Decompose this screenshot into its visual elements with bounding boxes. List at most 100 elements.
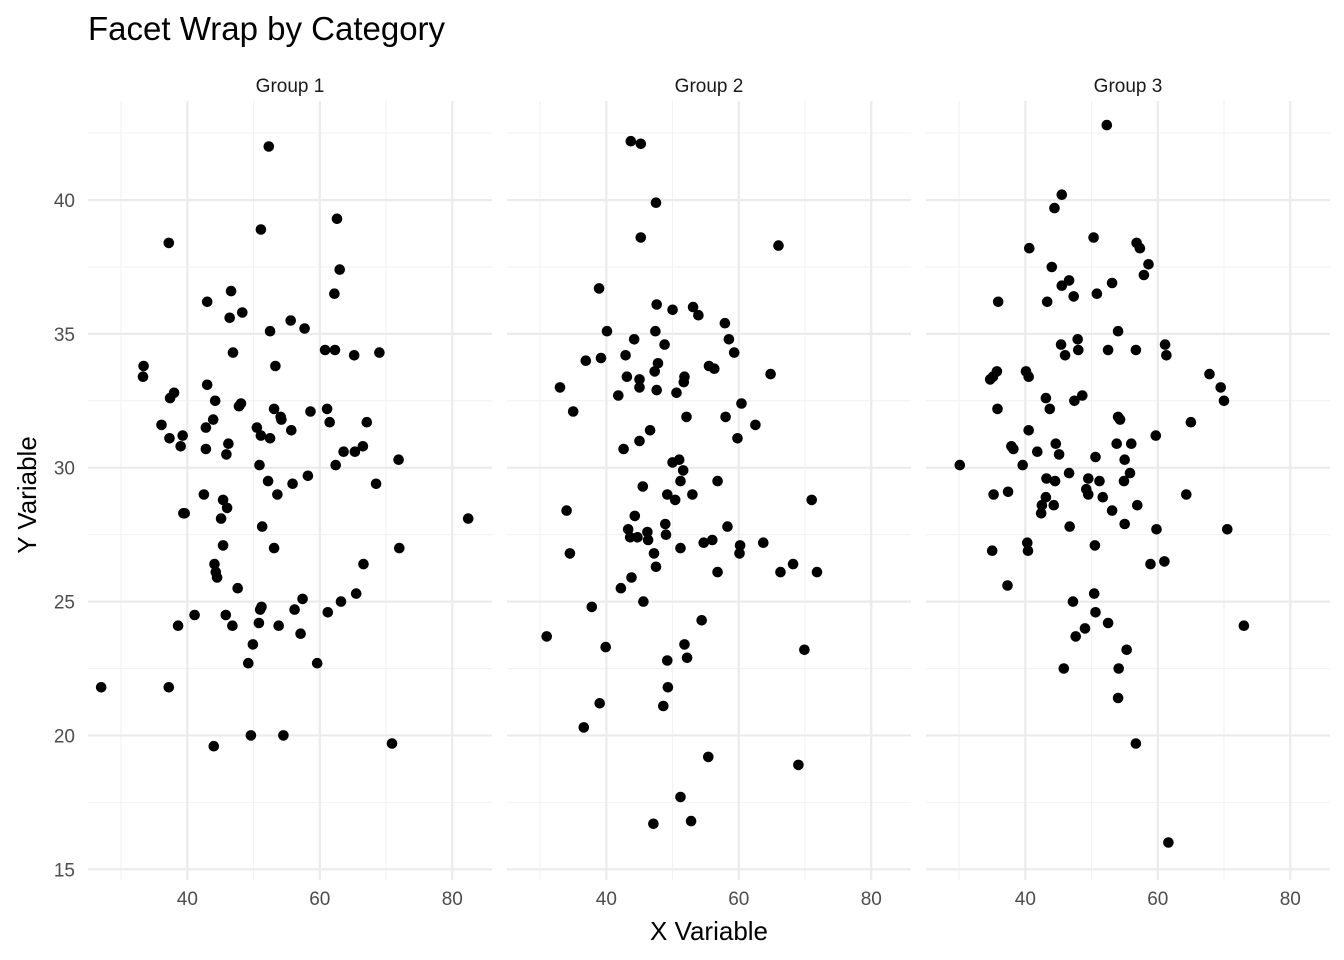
data-point: [660, 518, 671, 530]
data-point: [1050, 438, 1062, 450]
data-point: [720, 411, 731, 423]
data-point: [1090, 607, 1101, 618]
data-point: [1067, 596, 1079, 607]
data-point: [322, 607, 334, 618]
data-point: [1083, 489, 1094, 500]
data-point: [648, 548, 660, 559]
data-point: [625, 135, 637, 147]
data-point: [703, 751, 714, 763]
data-point: [1040, 392, 1052, 404]
y-tick-label: 15: [54, 860, 75, 881]
data-point: [1094, 475, 1105, 487]
data-point: [208, 740, 220, 752]
data-point: [215, 513, 227, 524]
data-point: [712, 566, 723, 578]
data-point: [311, 657, 323, 669]
data-point: [1035, 508, 1047, 519]
data-point: [675, 542, 686, 554]
data-point: [209, 395, 221, 407]
data-point: [1068, 291, 1079, 302]
data-point: [1041, 296, 1053, 308]
data-point: [350, 588, 362, 599]
data-point: [1002, 580, 1013, 591]
data-point: [624, 532, 636, 543]
data-point: [179, 508, 190, 519]
data-point: [1106, 505, 1118, 516]
data-point: [992, 296, 1004, 308]
data-point: [728, 347, 740, 358]
data-point: [1145, 558, 1156, 570]
data-point: [209, 558, 220, 570]
data-point: [156, 419, 167, 431]
data-point: [1023, 371, 1034, 383]
data-point: [564, 548, 576, 559]
data-point: [1238, 620, 1250, 631]
data-point: [651, 299, 662, 310]
data-point: [201, 379, 213, 391]
data-point: [811, 566, 823, 578]
data-point: [1102, 617, 1114, 629]
data-point: [734, 540, 746, 551]
data-point: [1097, 491, 1109, 503]
data-point: [1218, 395, 1230, 407]
data-point: [667, 457, 678, 468]
y-tick-label: 35: [54, 325, 75, 346]
data-point: [1049, 202, 1060, 214]
data-point: [330, 459, 342, 471]
x-tick-label: 40: [1015, 889, 1036, 910]
data-point: [1063, 275, 1075, 286]
data-point: [324, 416, 336, 428]
data-point: [650, 325, 661, 337]
data-point: [348, 350, 360, 361]
data-point: [593, 283, 605, 294]
data-point: [1090, 451, 1101, 463]
data-point: [1055, 339, 1067, 350]
data-point: [1032, 446, 1043, 458]
data-point: [554, 382, 566, 393]
data-point: [1002, 486, 1014, 498]
data-point: [1121, 644, 1132, 656]
data-point: [1159, 339, 1171, 350]
data-point: [1181, 489, 1192, 500]
data-point: [164, 433, 175, 444]
facet-panel-group-3: Group 3 40 60 80: [926, 76, 1330, 910]
x-tick-label: 40: [596, 889, 617, 910]
data-point: [331, 213, 343, 225]
data-point: [734, 548, 745, 559]
data-point: [954, 459, 966, 471]
data-point: [224, 312, 235, 324]
data-point: [221, 502, 233, 514]
data-point: [319, 344, 331, 356]
data-point: [650, 561, 662, 573]
data-point: [1070, 631, 1081, 642]
data-point: [175, 441, 186, 452]
data-point: [1046, 261, 1058, 273]
data-point: [329, 288, 340, 300]
points-group-3: [954, 119, 1250, 848]
data-point: [642, 534, 654, 546]
data-point: [211, 572, 223, 583]
data-point: [750, 419, 761, 431]
data-point: [634, 435, 645, 447]
data-point: [329, 344, 341, 356]
data-point: [263, 141, 275, 152]
data-point: [632, 532, 643, 543]
data-point: [722, 521, 733, 532]
data-point: [1143, 259, 1154, 270]
data-point: [1088, 588, 1100, 599]
data-point: [649, 366, 660, 377]
data-point: [1113, 663, 1124, 674]
data-point: [1130, 738, 1142, 749]
data-point: [1079, 623, 1091, 634]
data-point: [685, 815, 697, 827]
data-point: [1017, 459, 1028, 471]
data-point: [635, 232, 647, 243]
data-point: [254, 604, 266, 615]
data-point: [658, 700, 669, 712]
data-point: [687, 489, 698, 500]
data-point: [220, 609, 232, 621]
data-point: [1134, 242, 1146, 254]
y-tick-label: 20: [54, 726, 75, 747]
data-point: [1088, 232, 1099, 243]
